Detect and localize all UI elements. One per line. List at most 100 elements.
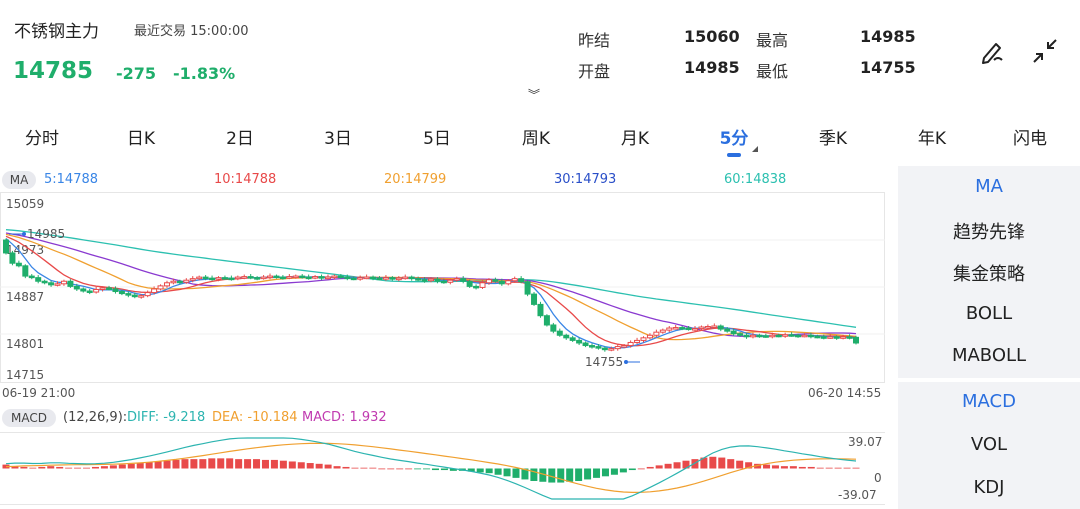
candle: [254, 277, 261, 280]
indicator-ma[interactable]: MA: [975, 176, 1003, 197]
high-label: 最高: [756, 31, 789, 50]
macd-histogram: [2, 456, 860, 483]
tab-flash[interactable]: 闪电: [1013, 129, 1047, 149]
x-label-end: 06-20 14:55: [808, 386, 881, 400]
indicator-macd[interactable]: MACD: [962, 391, 1016, 412]
indicator-trend-pioneer[interactable]: 趋势先锋: [953, 222, 1025, 243]
high-marker-label: 14985: [27, 227, 65, 241]
tab-weekly-k[interactable]: 周K: [521, 129, 551, 149]
indicator-maboll[interactable]: MABOLL: [951, 345, 1027, 366]
indicator-boll[interactable]: BOLL: [965, 303, 1013, 324]
macd-bar: [324, 464, 332, 469]
candle: [473, 285, 480, 289]
candle: [466, 280, 473, 287]
macd-bar: [467, 468, 475, 472]
pencil-icon[interactable]: [978, 36, 1008, 66]
candle: [524, 281, 531, 295]
tab-5day[interactable]: 5日: [423, 129, 451, 149]
indicator-kdj[interactable]: KDJ: [973, 477, 1005, 498]
open-value: 14985: [684, 58, 740, 77]
candle: [80, 288, 87, 292]
candle: [363, 276, 370, 280]
candle: [479, 282, 486, 288]
high-value: 14985: [860, 27, 916, 46]
macd-bar: [315, 463, 323, 469]
macd-bar: [548, 468, 556, 483]
macd-value: MACD: 1.932: [302, 410, 387, 425]
tab-quarterly-k[interactable]: 季K: [818, 129, 848, 149]
y-axis-labels: 15059 14973 14887 14801 14715: [6, 197, 44, 382]
tab-yearly-k[interactable]: 年K: [917, 129, 947, 149]
candle: [485, 279, 492, 284]
y-label-min: 14715: [6, 368, 44, 382]
tab-3day[interactable]: 3日: [324, 129, 352, 149]
macd-bar: [575, 468, 583, 481]
ma20-value: 20:14799: [384, 172, 447, 187]
candle: [183, 279, 190, 283]
macd-bar: [127, 463, 135, 469]
candle: [634, 339, 641, 343]
candle: [106, 287, 113, 290]
quote-header: 不锈钢主力 最近交易 15:00:00 14785 -275 -1.83% 昨结…: [0, 0, 1080, 108]
macd-tag[interactable]: MACD: [2, 409, 56, 427]
macd-bar: [74, 467, 82, 469]
macd-bar: [342, 466, 350, 469]
open-label: 开盘: [578, 62, 611, 81]
candle: [279, 276, 286, 280]
tab-daily-k[interactable]: 日K: [126, 129, 156, 149]
candle: [389, 277, 396, 280]
tab-intraday[interactable]: 分时: [25, 129, 59, 149]
candle: [846, 336, 853, 339]
candle: [221, 277, 228, 280]
ma30-value: 30:14793: [554, 172, 617, 187]
macd-bar: [181, 459, 189, 469]
indicator-gold-strategy[interactable]: 集金策略: [953, 264, 1025, 285]
candle: [382, 277, 389, 280]
candle: [556, 330, 563, 336]
candle: [550, 324, 557, 332]
macd-bar: [235, 459, 243, 469]
candle: [9, 252, 16, 264]
indicator-vol[interactable]: VOL: [970, 434, 1008, 455]
macd-bar: [20, 466, 28, 469]
expand-chevron-icon[interactable]: ︾: [528, 88, 541, 102]
candle: [234, 276, 241, 280]
macd-diff-line: [5, 437, 857, 500]
macd-bar: [369, 467, 377, 469]
macd-chart[interactable]: 39.07 0 -39.07: [0, 430, 890, 509]
tab-dropdown-caret-icon[interactable]: [752, 146, 758, 152]
candle: [209, 277, 216, 281]
tab-2day[interactable]: 2日: [226, 129, 254, 149]
collapse-icon[interactable]: [1030, 36, 1060, 66]
candlestick-chart[interactable]: 15059 14973 14887 14801 14715 14985 1475…: [0, 190, 890, 405]
tab-5min[interactable]: 5分: [719, 129, 749, 149]
macd-bar: [763, 464, 771, 469]
candle: [28, 275, 35, 279]
candle: [408, 276, 415, 280]
macd-bar: [333, 466, 341, 469]
candle: [518, 278, 525, 283]
candle: [782, 334, 789, 337]
candle: [685, 327, 692, 331]
macd-bar: [351, 467, 359, 469]
candle: [247, 276, 254, 279]
ma-tag[interactable]: MA: [2, 171, 36, 189]
macd-bar: [619, 468, 627, 473]
macd-bar: [154, 461, 162, 469]
tab-monthly-k[interactable]: 月K: [620, 129, 650, 149]
macd-bar: [593, 468, 601, 478]
prev-settle-value: 15060: [684, 27, 740, 46]
candle: [331, 275, 338, 279]
candle: [357, 277, 364, 280]
macd-bar: [306, 463, 314, 469]
candle: [318, 276, 325, 279]
macd-bar: [485, 468, 493, 474]
macd-bar: [387, 468, 395, 470]
candle: [814, 335, 821, 339]
macd-bar: [270, 459, 278, 469]
candle: [840, 336, 847, 339]
macd-bar: [601, 468, 609, 477]
candle: [762, 335, 769, 338]
candle: [22, 265, 29, 277]
candle: [820, 336, 827, 339]
